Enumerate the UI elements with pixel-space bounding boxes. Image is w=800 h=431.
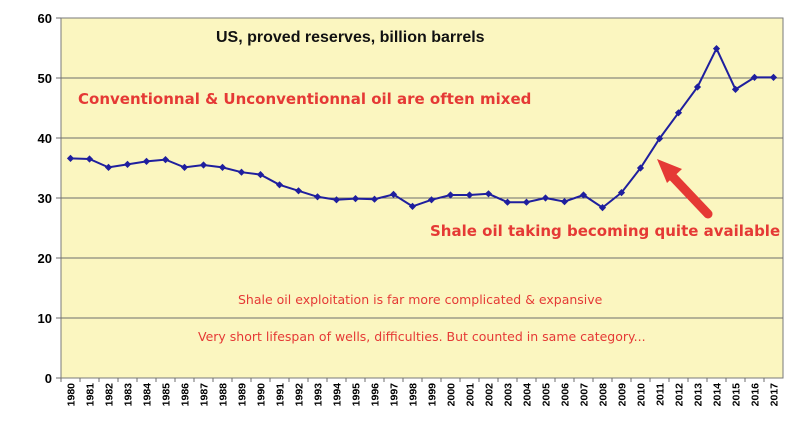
data-point [199, 161, 208, 169]
x-tick-label: 1996 [370, 383, 382, 407]
y-tick-label: 50 [38, 71, 52, 86]
x-tick-label: 2012 [674, 383, 686, 407]
data-point [237, 168, 246, 176]
x-tick-label: 1986 [180, 383, 192, 407]
data-point [465, 191, 474, 199]
data-point [503, 198, 512, 206]
x-tick-label: 2006 [560, 383, 572, 407]
data-point [674, 109, 683, 117]
x-tick-label: 1992 [294, 383, 306, 407]
data-point [104, 163, 113, 171]
x-tick-label: 2011 [655, 383, 667, 406]
x-tick-label: 1988 [218, 383, 230, 407]
data-point [351, 195, 360, 203]
data-point [731, 85, 740, 93]
data-point [370, 195, 379, 203]
x-tick-label: 1994 [332, 383, 344, 407]
x-tick-label: 1981 [85, 383, 97, 407]
x-tick-label: 2010 [636, 383, 648, 407]
data-point [294, 187, 303, 195]
data-point [541, 194, 550, 202]
x-tick-label: 2014 [712, 383, 724, 407]
data-point [332, 196, 341, 204]
x-tick-label: 2017 [769, 383, 781, 407]
data-point [408, 202, 417, 210]
data-point [389, 190, 398, 198]
annotation-arrow [657, 159, 713, 219]
data-point [446, 191, 455, 199]
data-point [579, 191, 588, 199]
data-point [693, 83, 702, 91]
data-point [560, 198, 569, 206]
y-tick-label: 30 [38, 191, 52, 206]
x-tick-label: 1999 [427, 383, 439, 407]
x-tick-label: 1982 [104, 383, 116, 407]
y-tick-label: 60 [38, 11, 52, 26]
x-tick-label: 2008 [598, 383, 610, 407]
data-point [769, 73, 778, 81]
x-tick-label: 1987 [199, 383, 211, 407]
data-point [750, 73, 759, 81]
annotation-complicated: Shale oil exploitation is far more compl… [238, 292, 603, 307]
data-point [598, 204, 607, 212]
data-point [180, 163, 189, 171]
data-point [313, 193, 322, 201]
x-tick-label: 2005 [541, 383, 553, 407]
x-tick-label: 2003 [503, 383, 515, 407]
data-point [256, 171, 265, 179]
data-point [123, 160, 132, 168]
data-point [636, 164, 645, 172]
y-tick-label: 10 [38, 311, 52, 326]
x-tick-label: 2000 [446, 383, 458, 407]
y-axis-ticks: 0 10 20 30 40 50 60 [38, 11, 61, 386]
x-tick-label: 1998 [408, 383, 420, 407]
x-tick-label: 2015 [731, 383, 743, 407]
x-tick-label: 1997 [389, 383, 401, 407]
annotation-lifespan: Very short lifespan of wells, difficulti… [198, 329, 646, 344]
grid-lines [61, 77, 783, 319]
data-point [427, 196, 436, 204]
annotation-shale-available: Shale oil taking becoming quite availabl… [430, 222, 780, 240]
y-tick-label: 40 [38, 131, 52, 146]
x-tick-label: 1985 [161, 383, 173, 407]
data-point [218, 163, 227, 171]
annotation-mixed: Conventionnal & Unconventionnal oil are … [78, 90, 531, 108]
x-tick-label: 1980 [66, 383, 78, 407]
x-tick-label: 1984 [142, 383, 154, 407]
y-tick-label: 0 [45, 371, 52, 386]
data-point [484, 190, 493, 198]
x-tick-label: 2016 [750, 383, 762, 407]
data-point [712, 45, 721, 53]
data-point [617, 189, 626, 197]
x-tick-label: 1989 [237, 383, 249, 407]
x-tick-label: 2002 [484, 383, 496, 407]
data-point [85, 155, 94, 163]
x-tick-label: 2004 [522, 383, 534, 407]
chart-title: US, proved reserves, billion barrels [216, 29, 485, 46]
data-point [66, 154, 75, 162]
x-tick-label: 2013 [693, 383, 705, 407]
x-axis-ticks: 1980 1981 1982 1983 1984 1985 1986 1987 1988 1989… [60, 378, 781, 407]
data-point [161, 156, 170, 164]
y-tick-label: 20 [38, 251, 52, 266]
data-point [142, 157, 151, 165]
data-point [522, 198, 531, 206]
x-tick-label: 1993 [313, 383, 325, 407]
data-point [275, 181, 284, 189]
data-point [655, 135, 664, 143]
x-tick-label: 1990 [256, 383, 268, 407]
x-tick-label: 2007 [579, 383, 591, 407]
x-tick-label: 1991 [275, 383, 287, 407]
x-tick-label: 1983 [123, 383, 135, 407]
series-reserves [66, 45, 778, 212]
x-tick-label: 2001 [465, 383, 477, 407]
x-tick-label: 2009 [617, 383, 629, 407]
x-tick-label: 1995 [351, 383, 363, 407]
